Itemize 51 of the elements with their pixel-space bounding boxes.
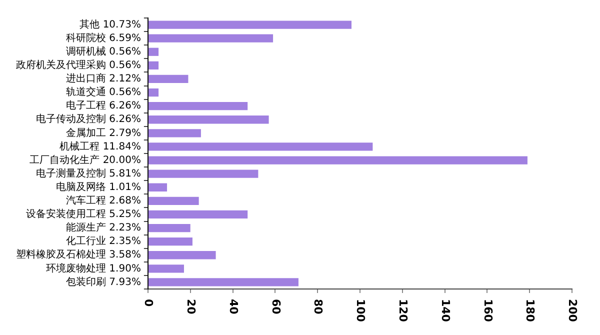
y-tick-label: 塑料橡胶及石棉处理 3.58% — [16, 248, 141, 261]
bar — [148, 34, 274, 42]
bar — [148, 183, 168, 192]
bar — [148, 156, 528, 164]
bar — [148, 129, 201, 138]
x-tick-label: 60 — [269, 299, 282, 315]
x-tick-label: 80 — [312, 299, 325, 315]
bar — [148, 224, 190, 232]
y-tick-label: 进出口商 2.12% — [66, 72, 141, 85]
x-tick-label: 100 — [354, 299, 368, 322]
x-tick-label: 200 — [566, 299, 580, 322]
y-tick-label: 电子工程 6.26% — [66, 100, 141, 112]
x-tick-label: 40 — [226, 299, 240, 315]
bar — [148, 210, 248, 219]
y-tick-label: 设备安装使用工程 5.25% — [26, 208, 141, 220]
y-tick-label: 其他 10.73% — [80, 18, 141, 30]
bar — [148, 74, 188, 84]
y-tick-label: 能源生产 2.23% — [66, 222, 141, 234]
x-tick-label: 0 — [142, 299, 156, 307]
x-tick-label: 180 — [524, 299, 537, 322]
y-tick-label: 政府机关及代理采购 0.56% — [16, 59, 141, 72]
y-tick-label: 电子传动及控制 6.26% — [36, 113, 141, 126]
y-tick-label: 化工行业 2.35% — [66, 235, 141, 248]
y-tick-label: 机械工程 11.84% — [60, 140, 141, 152]
x-tick-label: 120 — [396, 299, 410, 322]
y-tick-label: 环境废物处理 1.90% — [46, 262, 141, 274]
y-tick-label: 科研院校 6.59% — [66, 32, 141, 44]
bar — [148, 116, 269, 124]
bar — [148, 278, 298, 286]
x-tick-label: 160 — [481, 299, 494, 322]
x-tick-label: 20 — [184, 299, 198, 315]
bar — [148, 264, 184, 273]
y-tick-label: 金属加工 2.79% — [66, 126, 141, 139]
y-tick-label: 电脑及网络 1.01% — [56, 180, 141, 193]
y-tick-label: 工厂自动化生产 20.00% — [30, 154, 141, 166]
bar — [148, 48, 159, 56]
y-tick-label: 电子测量及控制 5.81% — [36, 167, 141, 180]
y-tick-label: 汽车工程 2.68% — [66, 194, 141, 207]
bar — [148, 238, 192, 246]
bar — [148, 251, 216, 260]
bar — [148, 88, 159, 97]
bar — [148, 102, 248, 110]
y-tick-label: 轨道交通 0.56% — [66, 86, 141, 98]
y-tick-label: 调研机械 0.56% — [66, 45, 141, 58]
x-tick-label: 140 — [438, 299, 452, 322]
bar — [148, 61, 159, 70]
bar — [148, 196, 199, 205]
bar — [148, 142, 373, 151]
bar — [148, 170, 258, 178]
y-tick-label: 包装印刷 7.93% — [66, 276, 141, 288]
bar — [148, 20, 352, 29]
